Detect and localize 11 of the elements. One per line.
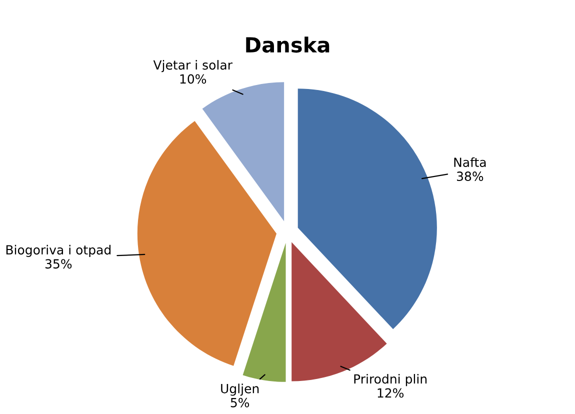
data-label: 12% bbox=[378, 388, 404, 398]
data-label: 35% bbox=[45, 259, 72, 269]
chart-title: Danska bbox=[246, 36, 330, 53]
data-label: 5% bbox=[230, 398, 250, 408]
data-label: 10% bbox=[180, 74, 206, 84]
slice-label: Vjetar i solar bbox=[153, 60, 232, 72]
slice-label: Biogoriva i otpad bbox=[6, 244, 110, 258]
slice-label: Prirodni plin bbox=[354, 374, 427, 386]
slice-label: Nafta bbox=[454, 157, 486, 168]
data-label: 38% bbox=[456, 172, 484, 182]
slice-label: Ugljen bbox=[221, 384, 259, 396]
